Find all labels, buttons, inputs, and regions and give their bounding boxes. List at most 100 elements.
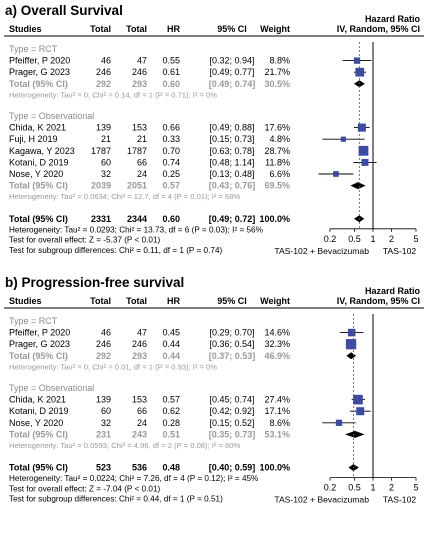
plot-header: Hazard Ratio — [365, 14, 421, 24]
study-square — [353, 394, 363, 405]
cell-weight: 32.3% — [264, 339, 290, 349]
study-square — [356, 407, 365, 416]
cell-total-exp: 292 — [96, 79, 111, 89]
study-name: Kotani, D 2019 — [9, 157, 69, 167]
plot-header: IV, Random, 95% CI — [337, 24, 420, 34]
cell-ci: [0.15; 0.52] — [209, 418, 254, 428]
heterogeneity-text: Heterogeneity: Tau² = 0.0593; Chi² = 4.9… — [9, 441, 241, 450]
x-tick-label: 0.2 — [324, 234, 337, 244]
cell-ci: [0.42; 0.92] — [209, 406, 254, 416]
overall-label: Total (95% CI) — [9, 463, 68, 473]
cell-weight: 28.7% — [264, 146, 290, 156]
cell-total-exp: 231 — [96, 429, 111, 439]
panel-title: a) Overall Survival — [5, 3, 123, 18]
cell-ci: [0.13; 0.48] — [209, 169, 254, 179]
cell-weight: 46.9% — [264, 351, 290, 361]
column-header: 95% CI — [217, 24, 247, 34]
subgroup-label: Type = Observational — [9, 383, 94, 393]
x-tick-label: 0.5 — [348, 234, 361, 244]
cell-total-ctrl: 2344 — [127, 214, 147, 224]
cell-ci: [0.32; 0.94] — [209, 56, 254, 66]
cell-weight: 100.0% — [259, 214, 290, 224]
cell-hr: 0.62 — [162, 406, 180, 416]
study-square — [347, 328, 356, 337]
cell-total-ctrl: 293 — [132, 79, 147, 89]
cell-hr: 0.45 — [162, 328, 180, 338]
cell-weight: 69.5% — [264, 181, 290, 191]
study-square — [353, 57, 361, 64]
study-name: Pfeiffer, P 2020 — [9, 328, 70, 338]
favours-left-label: TAS-102 + Bevacizumab — [274, 246, 369, 256]
cell-total-exp: 60 — [101, 157, 111, 167]
cell-total-ctrl: 24 — [137, 418, 147, 428]
cell-weight: 17.1% — [264, 406, 290, 416]
cell-weight: 30.5% — [264, 79, 290, 89]
cell-weight: 21.7% — [264, 67, 290, 77]
cell-total-exp: 46 — [101, 328, 111, 338]
cell-hr: 0.28 — [162, 418, 180, 428]
subtotal-label: Total (95% CI) — [9, 79, 68, 89]
cell-weight: 4.8% — [269, 134, 290, 144]
cell-total-exp: 32 — [101, 169, 111, 179]
cell-total-exp: 246 — [96, 67, 111, 77]
cell-total-exp: 292 — [96, 351, 111, 361]
column-header: Weight — [260, 296, 290, 306]
cell-total-exp: 2331 — [91, 214, 111, 224]
cell-hr: 0.44 — [162, 351, 180, 361]
cell-total-ctrl: 293 — [132, 351, 147, 361]
study-name: Prager, G 2023 — [9, 67, 70, 77]
study-square — [358, 145, 369, 156]
x-tick-label: 1 — [370, 483, 375, 493]
cell-total-ctrl: 246 — [132, 67, 147, 77]
plot-header: Hazard Ratio — [365, 286, 421, 296]
cell-hr: 0.61 — [162, 67, 180, 77]
favours-right-label: TAS-102 — [383, 495, 416, 505]
cell-total-exp: 139 — [96, 395, 111, 405]
cell-total-ctrl: 21 — [137, 134, 147, 144]
cell-total-exp: 60 — [101, 406, 111, 416]
subgroup-label: Type = RCT — [9, 44, 58, 54]
cell-weight: 11.8% — [265, 157, 290, 167]
favours-right-label: TAS-102 — [383, 246, 416, 256]
cell-weight: 27.4% — [264, 395, 290, 405]
cell-ci: [0.49; 0.77] — [209, 67, 254, 77]
cell-total-ctrl: 2051 — [127, 181, 147, 191]
cell-weight: 14.6% — [264, 328, 290, 338]
cell-ci: [0.49; 0.74] — [209, 79, 256, 89]
study-name: Prager, G 2023 — [9, 339, 70, 349]
heterogeneity-text: Heterogeneity: Tau² = 0; Chi² = 0.01, df… — [9, 362, 217, 371]
cell-weight: 17.6% — [264, 123, 290, 133]
x-tick-label: 5 — [413, 234, 418, 244]
cell-total-exp: 1787 — [91, 146, 111, 156]
footer-text: Test for overall effect: Z = -7.04 (P < … — [9, 484, 161, 493]
study-name: Kotani, D 2019 — [9, 406, 69, 416]
cell-total-ctrl: 536 — [132, 463, 147, 473]
study-name: Chida, K 2021 — [9, 395, 66, 405]
column-header: Total — [126, 296, 147, 306]
cell-hr: 0.57 — [162, 181, 180, 191]
footer-text: Test for subgroup differences: Chi² = 0.… — [9, 495, 223, 504]
column-header: HR — [167, 24, 180, 34]
cell-hr: 0.44 — [162, 339, 180, 349]
cell-hr: 0.66 — [162, 123, 180, 133]
subtotal-diamond — [344, 430, 365, 438]
cell-total-ctrl: 153 — [132, 395, 147, 405]
cell-hr: 0.25 — [162, 169, 180, 179]
cell-ci: [0.40; 0.59] — [209, 463, 256, 473]
cell-hr: 0.60 — [162, 214, 180, 224]
x-tick-label: 0.2 — [324, 483, 337, 493]
cell-hr: 0.70 — [162, 146, 180, 156]
heterogeneity-text: Heterogeneity: Tau² = 0; Chi² = 0.14, df… — [9, 90, 217, 99]
study-name: Fuji, H 2019 — [9, 134, 58, 144]
study-square — [340, 136, 346, 142]
cell-weight: 6.6% — [269, 169, 290, 179]
study-square — [335, 419, 343, 426]
cell-total-ctrl: 1787 — [127, 146, 147, 156]
cell-total-ctrl: 66 — [137, 157, 147, 167]
cell-weight: 8.6% — [269, 418, 290, 428]
cell-total-exp: 21 — [101, 134, 111, 144]
cell-ci: [0.43; 0.76] — [209, 181, 256, 191]
cell-total-exp: 2039 — [91, 181, 111, 191]
subgroup-label: Type = RCT — [9, 316, 58, 326]
